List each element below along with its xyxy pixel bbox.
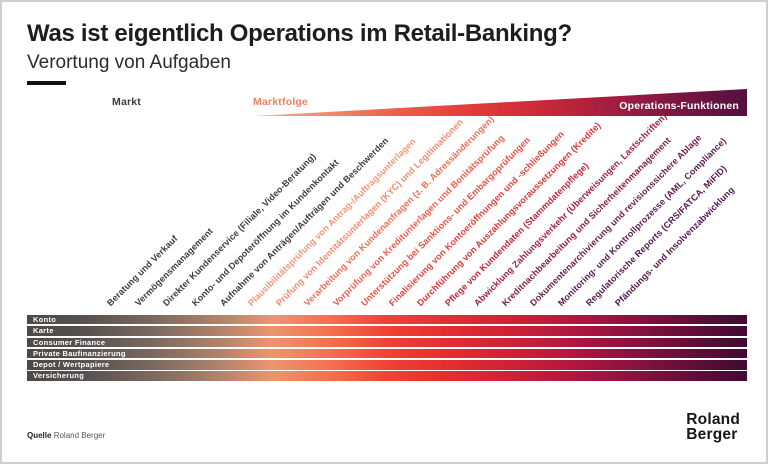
product-bar-label: Karte (33, 326, 54, 336)
roland-berger-logo: Roland Berger (686, 411, 740, 443)
task-label: Pfändungs- und Insolvenzabwicklung (612, 184, 737, 308)
title-dash (27, 81, 66, 85)
product-bar-private-baufinanzierung: Private Baufinanzierung (27, 348, 747, 359)
task-label: Verarbeitung von Kundenanfragen (z. B. A… (301, 114, 496, 308)
product-bar-consumer-finance: Consumer Finance (27, 337, 747, 347)
task-label: Regulatorische Reports (CRS/FATCA, MiFID… (583, 163, 729, 308)
task-label: Plausibilitätsprüfung von Antrag-/Auftra… (245, 136, 418, 308)
task-label: Konto- und Depoteröffnung im Kundenkonta… (189, 157, 341, 308)
task-label: Direkter Kundenservice (Filiale, Video-B… (160, 151, 318, 308)
page-title: Was ist eigentlich Operations im Retail-… (27, 20, 572, 47)
zone-label-marktfolge: Marktfolge (253, 96, 309, 108)
task-label: Monitoring- und Kontrollprozesse (AML, C… (555, 135, 729, 308)
task-label: Durchführung von Auszahlungsvoraussetzun… (414, 120, 603, 308)
task-label: Prüfung von Identitätsunterlagen (KYC) u… (273, 116, 465, 309)
product-bar-versicherung: Versicherung (27, 371, 747, 381)
product-bar-label: Consumer Finance (33, 337, 106, 347)
task-label: Unterstützung bei Sanktions- und Embargo… (358, 134, 533, 308)
task-label: Pflege von Kundendaten (Stammdatenpflege… (442, 160, 591, 308)
source-note: Quelle Roland Berger (27, 431, 105, 440)
task-label: Beratung und Verkauf (104, 233, 180, 308)
task-label: Vermögensmanagement (132, 226, 215, 308)
task-label: Kreditnachbearbeitung und Sicherheitenma… (499, 135, 673, 308)
product-bar-karte: Karte (27, 326, 747, 336)
task-label: Finalisierung von Kontoeröffnungen und -… (386, 128, 566, 308)
product-bar-label: Versicherung (33, 371, 85, 381)
logo-line-2: Berger (686, 425, 738, 443)
zone-label-operations: Operations-Funktionen (619, 100, 739, 112)
source-prefix: Quelle (27, 431, 52, 440)
task-label: Dokumentenarchivierung und revisionssich… (527, 132, 704, 308)
source-name: Roland Berger (53, 431, 106, 440)
product-bar-konto: Konto (27, 315, 747, 325)
task-label: Abwicklung Zahlungsverkehr (Überweisunge… (471, 111, 669, 309)
product-bars: Konto Karte Consumer Finance Private Bau… (27, 315, 747, 383)
product-bar-label: Private Baufinanzierung (33, 348, 126, 358)
operations-gradient-arrow: Operations-Funktionen (254, 89, 747, 116)
page-subtitle: Verortung von Aufgaben (27, 52, 231, 73)
product-bar-label: Konto (33, 315, 57, 324)
logo-line-1: Roland (686, 411, 740, 428)
product-bar-label: Depot / Wertpapiere (33, 360, 110, 370)
task-label: Vorprüfung von Kreditunterlagen und Boni… (330, 132, 507, 308)
product-bar-depot-wertpapiere: Depot / Wertpapiere (27, 360, 747, 370)
task-label: Aufnahme von Anträgen/Aufträgen und Besc… (217, 135, 391, 308)
zone-label-markt: Markt (112, 96, 142, 108)
